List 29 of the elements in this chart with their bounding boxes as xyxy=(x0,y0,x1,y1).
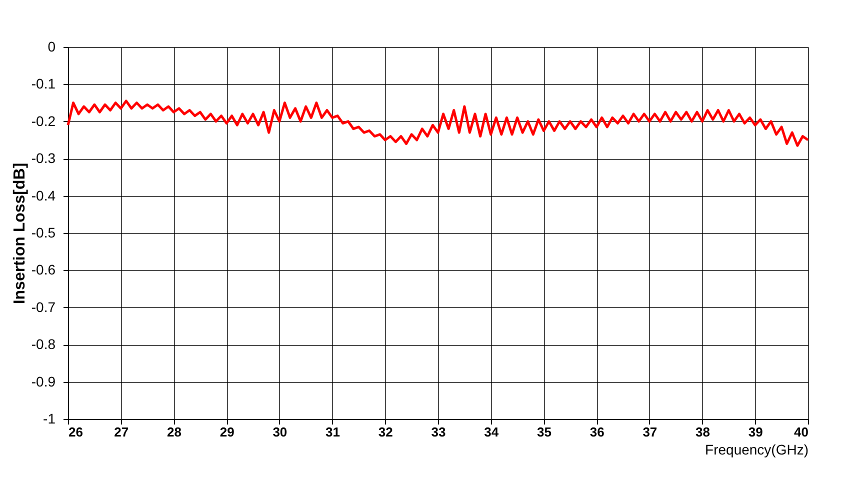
y-tick-label: -0.5 xyxy=(31,224,56,240)
y-tick-label: -0.8 xyxy=(31,336,56,352)
x-tick-label: 38 xyxy=(696,424,710,440)
line-series xyxy=(66,100,810,147)
x-tick-label: 33 xyxy=(431,424,446,440)
x-axis-title: Frequency(GHz) xyxy=(705,442,808,458)
x-tick-label: 40 xyxy=(794,424,808,440)
y-tick-label: -0.3 xyxy=(31,150,56,166)
x-tick-label: 39 xyxy=(748,424,763,440)
x-tick-label: 26 xyxy=(68,424,83,440)
y-tick-label: -0.6 xyxy=(31,262,56,278)
y-tick-label: -0.7 xyxy=(31,298,56,315)
x-tick-label: 31 xyxy=(326,424,340,440)
x-tick-label: 28 xyxy=(166,424,182,440)
x-tick-label: 32 xyxy=(378,424,393,440)
y-tick-label: -0.2 xyxy=(31,112,56,129)
x-tick-label: 36 xyxy=(590,424,604,440)
x-tick-label: 27 xyxy=(114,424,129,440)
x-tick-label: 34 xyxy=(484,424,500,440)
x-tick-label: 35 xyxy=(536,424,552,440)
x-tick-label: 30 xyxy=(272,424,288,440)
y-tick-label: -0.4 xyxy=(31,187,56,204)
y-tick-label: -1 xyxy=(43,410,56,426)
x-tick-label: 37 xyxy=(642,424,658,440)
x-tick-label: 29 xyxy=(220,424,234,440)
y-axis-title: Insertion Loss[dB] xyxy=(11,162,28,304)
y-tick-label: -0.9 xyxy=(31,373,56,390)
y-tick-label: 0 xyxy=(48,38,56,54)
y-tick-label: -0.1 xyxy=(31,76,56,92)
